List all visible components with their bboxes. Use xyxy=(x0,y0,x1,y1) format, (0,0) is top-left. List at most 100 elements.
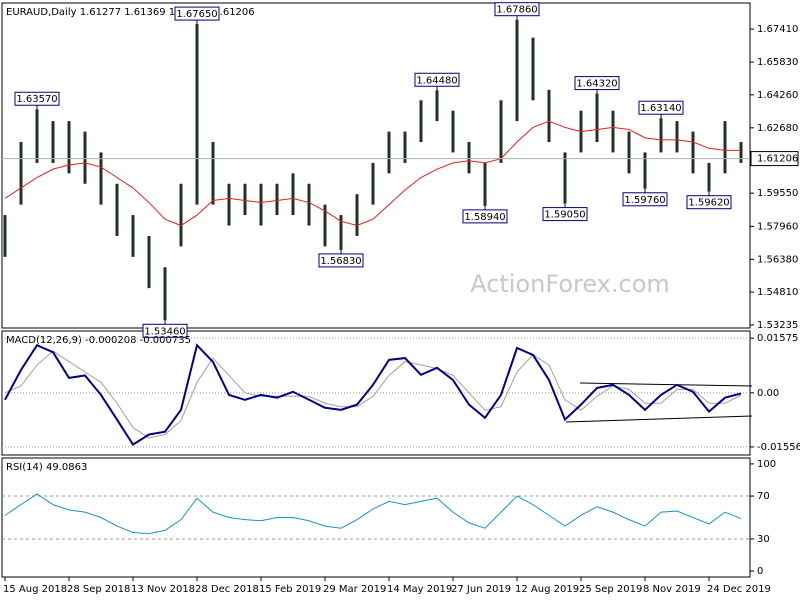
macd-line xyxy=(4,343,742,446)
y-tick-label: 100 xyxy=(757,459,776,470)
price-bar xyxy=(195,24,199,205)
rsi-line xyxy=(4,493,742,535)
price-bar xyxy=(35,109,39,163)
annotation-box xyxy=(494,2,540,17)
annotation-box xyxy=(462,209,508,224)
annotation-box xyxy=(142,323,188,338)
price-bar xyxy=(531,37,535,101)
price-bar xyxy=(339,215,343,250)
moving-average xyxy=(4,120,741,227)
y-tick-label: 70 xyxy=(757,491,770,502)
price-bar xyxy=(675,121,679,153)
annotation-box xyxy=(14,91,60,106)
price-bar xyxy=(371,162,375,205)
trend-line xyxy=(565,415,753,423)
price-bar xyxy=(403,131,407,163)
rsi-panel xyxy=(1,457,751,578)
x-tick-label: 25 Sep 2019 xyxy=(579,584,642,595)
y-tick-label: 0 xyxy=(757,566,763,577)
annotation-label: 1.64320 xyxy=(576,79,617,90)
annotation-label: 1.59050 xyxy=(544,210,585,221)
annotation-label: 1.63140 xyxy=(640,103,681,114)
y-tick-label: 1.57960 xyxy=(757,221,798,232)
annotation-label: 1.63570 xyxy=(16,94,57,105)
price-bar xyxy=(131,215,135,257)
price-bar xyxy=(611,110,615,153)
annotation-box xyxy=(174,6,220,21)
annotation-label: 1.56830 xyxy=(320,256,361,267)
price-bar xyxy=(259,183,263,226)
panel-title: EURAUD,Daily 1.61277 1.61369 1.61151 1.6… xyxy=(6,7,255,18)
price-bar xyxy=(419,100,423,143)
annotation-label: 1.59620 xyxy=(688,198,729,209)
x-tick-label: 29 Mar 2019 xyxy=(323,584,386,595)
price-bar xyxy=(323,204,327,247)
x-tick-label: 14 May 2019 xyxy=(387,584,452,595)
price-bar xyxy=(179,183,183,247)
annotation-label: 1.58940 xyxy=(464,212,505,223)
annotation-label: 1.59760 xyxy=(624,195,665,206)
price-bar xyxy=(243,183,247,216)
y-tick-label: 1.62680 xyxy=(757,123,798,134)
price-bar xyxy=(67,121,71,174)
price-bar xyxy=(547,89,551,143)
price-panel xyxy=(1,2,751,329)
y-tick-label: 1.53235 xyxy=(757,320,798,331)
y-tick-label: 1.54810 xyxy=(757,287,798,298)
price-bar xyxy=(3,215,7,257)
signal-line xyxy=(4,350,742,439)
price-bar xyxy=(435,90,439,122)
price-bar xyxy=(387,131,391,174)
price-bar xyxy=(723,121,727,174)
x-tick-label: 8 Nov 2019 xyxy=(643,584,701,595)
annotation-box xyxy=(414,72,460,87)
x-tick-label: 12 Aug 2019 xyxy=(515,584,579,595)
y-tick-label: 0.01575 xyxy=(757,333,798,344)
y-tick-label: 30 xyxy=(757,534,770,545)
price-bar xyxy=(163,267,167,321)
annotation-label: 1.67860 xyxy=(496,5,537,16)
y-tick-label: 1.65830 xyxy=(757,57,798,68)
x-tick-label: 24 Dec 2019 xyxy=(707,584,771,595)
panel-title: MACD(12,26,9) -0.000208 -0.000735 xyxy=(6,335,191,346)
watermark: ActionForex.com xyxy=(470,270,670,298)
panel-title: RSI(14) 49.0863 xyxy=(6,462,87,473)
price-bar xyxy=(515,19,519,122)
annotation-box xyxy=(574,76,620,91)
price-bar xyxy=(147,235,151,289)
price-bar xyxy=(115,183,119,236)
price-bar xyxy=(627,131,631,174)
x-tick-label: 27 Jun 2019 xyxy=(451,584,511,595)
price-bar xyxy=(19,142,23,205)
current-price-label: 1.61206 xyxy=(757,154,798,165)
x-tick-label: 28 Sep 2018 xyxy=(67,584,130,595)
annotation-box xyxy=(638,100,684,115)
y-tick-label: 1.59550 xyxy=(757,188,798,199)
y-tick-label: 0.00 xyxy=(757,388,779,399)
price-bar xyxy=(355,194,359,236)
x-tick-label: 28 Dec 2018 xyxy=(195,584,259,595)
price-bar xyxy=(643,152,647,189)
price-bar xyxy=(659,118,663,153)
price-bar xyxy=(51,121,55,163)
x-tick-label: 13 Nov 2018 xyxy=(131,584,195,595)
y-tick-label: 1.67410 xyxy=(757,24,798,35)
price-bar xyxy=(451,110,455,153)
price-bar xyxy=(291,173,295,216)
y-tick-label: -0.015568 xyxy=(757,442,800,453)
price-bar xyxy=(307,183,311,226)
annotation-box xyxy=(622,192,668,207)
annotation-label: 1.64480 xyxy=(416,75,457,86)
annotation-box xyxy=(542,207,588,222)
annotation-label: 1.67650 xyxy=(176,9,217,20)
trend-line xyxy=(579,382,753,387)
price-bar xyxy=(99,152,103,205)
annotation-label: 1.53460 xyxy=(144,326,185,337)
price-bar xyxy=(211,142,215,205)
price-bar xyxy=(739,142,743,163)
x-tick-label: 15 Feb 2019 xyxy=(259,584,321,595)
price-bar xyxy=(563,152,567,204)
price-bar xyxy=(83,131,87,184)
current-price-box xyxy=(750,151,799,167)
